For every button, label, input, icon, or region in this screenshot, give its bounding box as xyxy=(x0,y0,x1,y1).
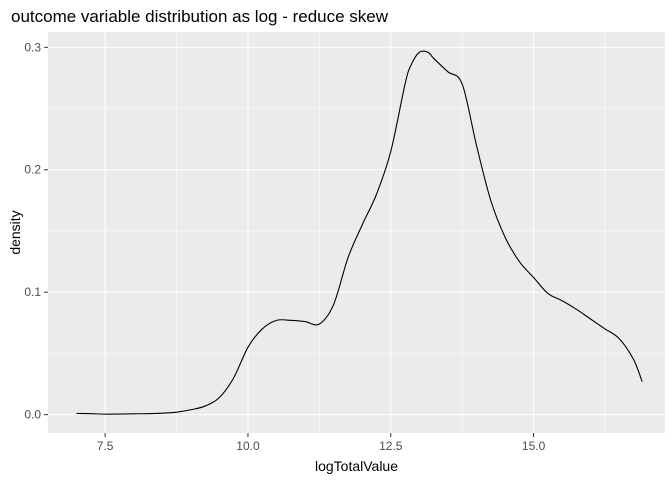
y-tick-label: 0.0 xyxy=(24,408,41,422)
y-axis-title: density xyxy=(7,210,23,254)
x-axis-title: logTotalValue xyxy=(315,458,398,474)
x-tick-label: 7.5 xyxy=(97,439,114,453)
density-curve xyxy=(76,50,643,415)
x-tick-label: 15.0 xyxy=(522,439,546,453)
major-gridlines xyxy=(48,32,665,433)
y-tick-label: 0.3 xyxy=(24,40,41,54)
y-tick-label: 0.2 xyxy=(24,163,41,177)
minor-gridlines xyxy=(48,32,665,433)
chart-title: outcome variable distribution as log - r… xyxy=(11,7,389,26)
x-axis: 7.5 10.0 12.5 15.0 xyxy=(97,433,546,453)
y-tick-label: 0.1 xyxy=(24,285,41,299)
plot-panel xyxy=(48,32,665,433)
x-tick-label: 12.5 xyxy=(379,439,403,453)
y-axis: 0.0 0.1 0.2 0.3 xyxy=(24,40,48,422)
x-tick-label: 10.0 xyxy=(236,439,260,453)
